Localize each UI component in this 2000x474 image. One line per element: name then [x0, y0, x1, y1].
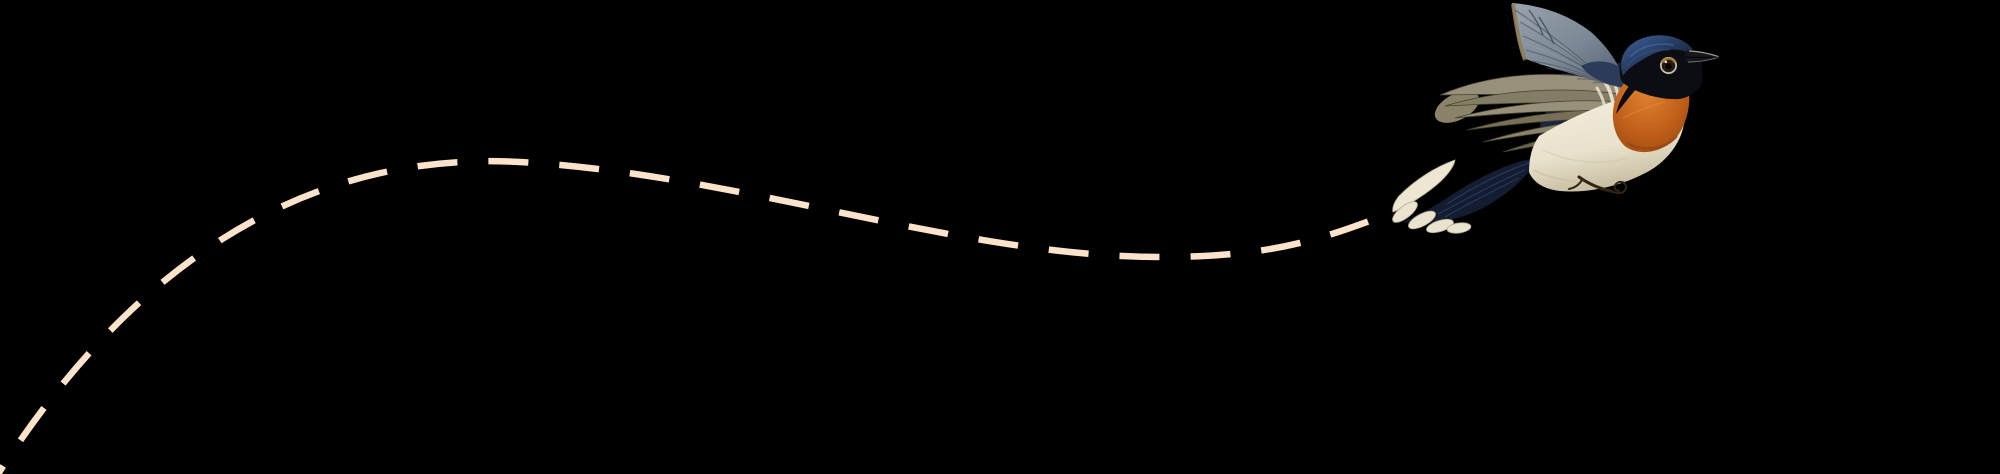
bird-tail: [1392, 158, 1537, 234]
bird-head: [1616, 35, 1721, 114]
wing-leading-edge: [1511, 3, 1527, 61]
bird-foot: [1568, 175, 1628, 195]
bird-wing-coverts: [1581, 61, 1627, 88]
bird-beak-body: [1684, 50, 1721, 63]
bird-tail-white-tips: [1392, 201, 1472, 234]
bird-eye: [1660, 57, 1677, 74]
bird-neck-band: [1616, 86, 1637, 114]
bird-tail-white-edge: [1392, 159, 1456, 213]
bird-beak: [1684, 50, 1721, 63]
bird-illustration: [1392, 3, 1721, 234]
bird-upper-wing: [1511, 3, 1627, 88]
flight-path-line: [0, 157, 1390, 474]
bird-cap: [1621, 35, 1694, 76]
